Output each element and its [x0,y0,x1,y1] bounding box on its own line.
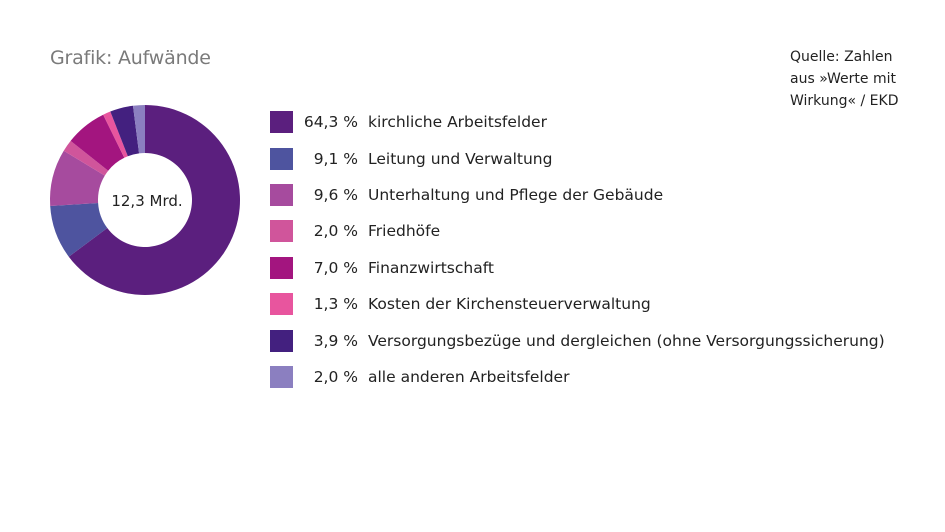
legend-swatch [270,183,293,206]
legend-percent: 9,6 % [313,185,358,204]
source-note: Quelle: Zahlen aus »Werte mit Wirkung« /… [790,46,940,112]
legend-swatch [270,256,293,279]
legend-item: 7,0 % Finanzwirtschaft [270,250,885,286]
legend: 64,3 % kirchliche Arbeitsfelder 9,1 % Leitu… [270,104,885,395]
source-line: aus »Werte mit [790,71,896,87]
donut-slice [50,202,108,257]
donut-chart: 12,3 Mrd. [50,105,240,295]
legend-percent: 64,3 % [303,113,358,132]
donut-slices [50,105,240,295]
legend-item: 2,0 % Friedhöfe [270,213,885,249]
legend-percent: 9,1 % [313,149,358,168]
legend-swatch [270,293,293,316]
legend-item: 3,9 % Versorgungsbezüge und dergleichen (… [270,322,885,358]
legend-swatch [270,365,293,388]
legend-item: 64,3 % kirchliche Arbeitsfelder [270,104,885,140]
legend-swatch [270,111,293,134]
legend-label: Unterhaltung und Pflege der Gebäude [368,185,664,204]
legend-swatch [270,147,293,170]
donut-slice [70,114,125,171]
legend-label: Versorgungsbezüge und dergleichen (ohne … [368,331,885,350]
legend-percent: 3,9 % [313,331,358,350]
legend-item: 1,3 % Kosten der Kirchensteuerverwaltung [270,286,885,322]
donut-center-label: 12,3 Mrd. [111,192,182,210]
legend-label: Friedhöfe [368,222,441,241]
source-line: Wirkung« / EKD [790,93,899,109]
legend-percent: 2,0 % [313,367,358,386]
donut-slice [50,150,105,207]
legend-item: 9,1 % Leitung und Verwaltung [270,140,885,176]
source-line: Quelle: Zahlen [790,49,893,65]
legend-item: 9,6 % Unterhaltung und Pflege der Gebäude [270,177,885,213]
legend-percent: 2,0 % [313,222,358,241]
donut-slice [103,111,128,158]
legend-label: kirchliche Arbeitsfelder [368,113,547,132]
donut-slice [132,105,145,154]
legend-item: 2,0 % alle anderen Arbeitsfelder [270,359,885,395]
legend-swatch [270,220,293,243]
donut-slice [110,105,140,157]
legend-swatch [270,329,293,352]
legend-label: Finanzwirtschaft [368,258,494,277]
chart-title: Grafik: Aufwände [50,47,211,69]
donut-slice [68,105,240,295]
legend-label: Kosten der Kirchensteuerverwaltung [368,295,651,314]
donut-slice [63,140,109,176]
legend-percent: 7,0 % [313,258,358,277]
legend-label: alle anderen Arbeitsfelder [368,367,570,386]
legend-label: Leitung und Verwaltung [368,149,553,168]
legend-percent: 1,3 % [313,295,358,314]
